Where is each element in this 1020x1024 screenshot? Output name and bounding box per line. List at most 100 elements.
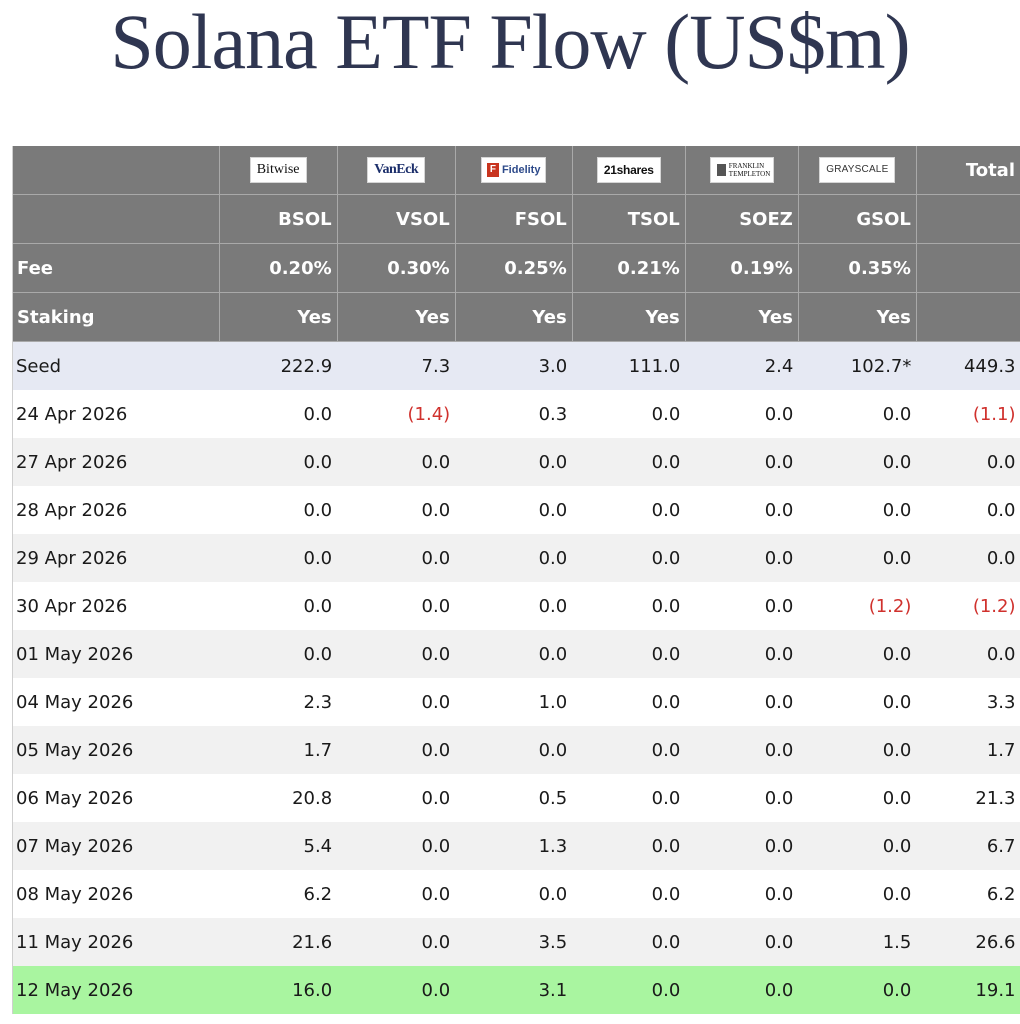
flow-value-cell: 0.0: [685, 438, 799, 486]
flow-value-cell: 0.0: [685, 870, 799, 918]
row-total-cell: 19.1: [916, 966, 1020, 1014]
table-row: 24 Apr 2026 0.0 (1.4) 0.3 0.0 0.0 0.0 (1.1): [13, 390, 1020, 438]
flow-value-cell: 0.0: [572, 438, 686, 486]
flow-value-cell: 0.0: [337, 870, 456, 918]
flow-value-cell: 0.0: [219, 486, 338, 534]
fee-row-label: Fee: [13, 243, 220, 293]
franklin-templeton-logo-icon: FRANKLIN TEMPLETON: [709, 157, 774, 183]
flow-value-cell: 0.0: [685, 678, 799, 726]
flow-value-cell: 16.0: [219, 966, 338, 1014]
row-date-label: 01 May 2026: [13, 630, 220, 678]
logo-row-label: [13, 146, 220, 195]
ticker-fsol: FSOL: [455, 194, 573, 244]
flow-value-cell: 3.0: [455, 341, 573, 390]
flow-value-cell: 0.0: [572, 822, 686, 870]
flow-value-cell: 0.0: [337, 438, 456, 486]
etf-flow-table-container: Bitwise VanEck F Fidelity 21shares FRANKL…: [12, 146, 1020, 1014]
flow-value-cell: 0.0: [798, 390, 917, 438]
flow-value-cell: 0.0: [685, 630, 799, 678]
row-date-label: 07 May 2026: [13, 822, 220, 870]
staking-total-blank: [916, 292, 1020, 342]
ticker-vsol: VSOL: [337, 194, 456, 244]
flow-value-cell: 0.0: [337, 678, 456, 726]
grayscale-logo-icon: GRAYSCALE: [819, 157, 896, 183]
issuer-logo-row: Bitwise VanEck F Fidelity 21shares FRANKL…: [13, 146, 1020, 195]
total-column-header: Total: [916, 146, 1020, 195]
row-date-label: 24 Apr 2026: [13, 390, 220, 438]
flow-value-cell: 0.0: [572, 582, 686, 630]
table-row: 08 May 2026 6.2 0.0 0.0 0.0 0.0 0.0 6.2: [13, 870, 1020, 918]
table-row: 11 May 2026 21.6 0.0 3.5 0.0 0.0 1.5 26.6: [13, 918, 1020, 966]
flow-value-cell: 7.3: [337, 341, 456, 390]
table-row: 04 May 2026 2.3 0.0 1.0 0.0 0.0 0.0 3.3: [13, 678, 1020, 726]
flow-value-cell: 1.3: [455, 822, 573, 870]
flow-value-cell: 0.0: [455, 438, 573, 486]
fee-total-blank: [916, 243, 1020, 293]
flow-value-cell: 6.2: [219, 870, 338, 918]
flow-value-cell: 0.0: [455, 534, 573, 582]
staking-tsol: Yes: [572, 292, 686, 342]
flow-value-cell: 0.0: [685, 390, 799, 438]
row-date-label: 30 Apr 2026: [13, 582, 220, 630]
row-date-label: 05 May 2026: [13, 726, 220, 774]
staking-fsol: Yes: [455, 292, 573, 342]
flow-value-cell: 102.7*: [798, 341, 917, 390]
etf-flow-table: Bitwise VanEck F Fidelity 21shares FRANKL…: [13, 146, 1020, 1014]
table-header: Bitwise VanEck F Fidelity 21shares FRANKL…: [13, 146, 1020, 342]
flow-value-cell: 0.0: [455, 582, 573, 630]
issuer-cell-fidelity: F Fidelity: [455, 146, 573, 195]
ticker-soez: SOEZ: [685, 194, 799, 244]
fee-gsol: 0.35%: [798, 243, 917, 293]
row-date-label: 27 Apr 2026: [13, 438, 220, 486]
flow-value-cell: 0.0: [455, 630, 573, 678]
row-total-cell: 6.2: [916, 870, 1020, 918]
row-date-label: 06 May 2026: [13, 774, 220, 822]
flow-value-cell: 0.0: [572, 390, 686, 438]
row-total-cell: 1.7: [916, 726, 1020, 774]
row-total-cell: 0.0: [916, 486, 1020, 534]
flow-value-cell: (1.2): [798, 582, 917, 630]
table-row: 27 Apr 2026 0.0 0.0 0.0 0.0 0.0 0.0 0.0: [13, 438, 1020, 486]
issuer-cell-21shares: 21shares: [572, 146, 686, 195]
flow-value-cell: 2.3: [219, 678, 338, 726]
table-row: 06 May 2026 20.8 0.0 0.5 0.0 0.0 0.0 21.3: [13, 774, 1020, 822]
row-total-cell: 449.3: [916, 341, 1020, 390]
franklin-logo-text: FRANKLIN TEMPLETON: [728, 162, 771, 178]
table-row: 01 May 2026 0.0 0.0 0.0 0.0 0.0 0.0 0.0: [13, 630, 1020, 678]
row-date-label: 04 May 2026: [13, 678, 220, 726]
staking-vsol: Yes: [337, 292, 456, 342]
flow-value-cell: 0.0: [337, 966, 456, 1014]
flow-value-cell: 1.0: [455, 678, 573, 726]
bitwise-logo-icon: Bitwise: [249, 157, 307, 183]
flow-value-cell: 0.0: [572, 486, 686, 534]
flow-value-cell: 0.0: [455, 726, 573, 774]
vaneck-logo-icon: VanEck: [367, 157, 426, 183]
row-total-cell: 0.0: [916, 438, 1020, 486]
flow-value-cell: 0.5: [455, 774, 573, 822]
issuer-cell-bitwise: Bitwise: [219, 146, 338, 195]
flow-value-cell: 0.0: [572, 678, 686, 726]
flow-value-cell: 0.0: [685, 582, 799, 630]
row-total-cell: 3.3: [916, 678, 1020, 726]
flow-value-cell: 1.7: [219, 726, 338, 774]
seed-row: Seed 222.9 7.3 3.0 111.0 2.4 102.7* 449.3: [13, 341, 1020, 390]
flow-value-cell: 0.0: [572, 966, 686, 1014]
issuer-cell-grayscale: GRAYSCALE: [798, 146, 917, 195]
flow-value-cell: 0.0: [337, 774, 456, 822]
row-total-cell: (1.1): [916, 390, 1020, 438]
flow-value-cell: 21.6: [219, 918, 338, 966]
row-total-cell: 0.0: [916, 630, 1020, 678]
flow-value-cell: 0.0: [337, 630, 456, 678]
flow-value-cell: 0.0: [798, 534, 917, 582]
ticker-total-blank: [916, 194, 1020, 244]
flow-value-cell: 3.1: [455, 966, 573, 1014]
staking-row: Staking Yes Yes Yes Yes Yes Yes: [13, 292, 1020, 342]
row-date-label: 08 May 2026: [13, 870, 220, 918]
flow-value-cell: 0.0: [798, 870, 917, 918]
row-total-cell: 0.0: [916, 534, 1020, 582]
flow-value-cell: 0.0: [219, 438, 338, 486]
flow-value-cell: 0.3: [455, 390, 573, 438]
flow-value-cell: 0.0: [337, 726, 456, 774]
table-row: 30 Apr 2026 0.0 0.0 0.0 0.0 0.0 (1.2) (1.2): [13, 582, 1020, 630]
flow-value-cell: 0.0: [685, 534, 799, 582]
